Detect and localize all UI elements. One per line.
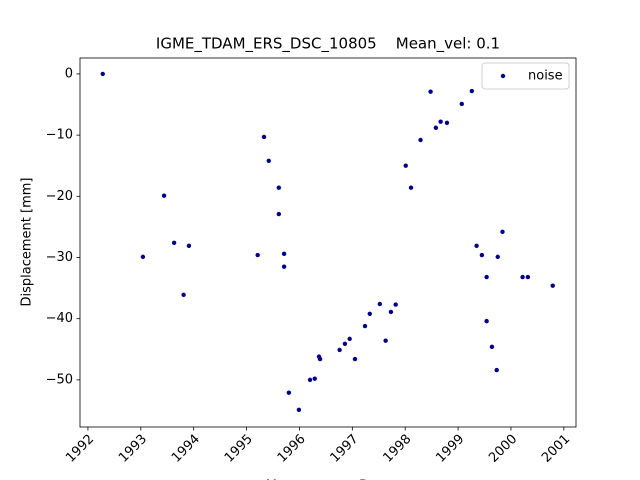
point bbox=[276, 185, 282, 190]
point bbox=[266, 158, 271, 164]
y-tick-label: −30 bbox=[46, 250, 73, 265]
point bbox=[171, 240, 177, 246]
point bbox=[525, 274, 531, 280]
point bbox=[433, 125, 439, 130]
point bbox=[377, 301, 383, 307]
point bbox=[362, 323, 368, 329]
point bbox=[438, 119, 443, 124]
point bbox=[550, 283, 555, 288]
point bbox=[479, 252, 485, 258]
y-tick-label: 0 bbox=[65, 66, 73, 81]
point bbox=[444, 120, 450, 126]
point bbox=[255, 252, 260, 258]
point bbox=[494, 367, 499, 373]
point bbox=[388, 309, 394, 315]
point bbox=[261, 134, 267, 140]
x-axis-label: Measurement Date bbox=[266, 479, 390, 480]
point bbox=[317, 356, 323, 362]
y-tick-label: −10 bbox=[46, 128, 73, 143]
point bbox=[342, 341, 348, 346]
point bbox=[186, 243, 192, 249]
chart-title: IGME_TDAM_ERS_DSC_10805 Mean_vel: 0.1 bbox=[156, 35, 500, 54]
point bbox=[100, 71, 105, 77]
plot-frame bbox=[79, 57, 577, 428]
point bbox=[352, 356, 358, 362]
point bbox=[484, 318, 489, 324]
point bbox=[500, 229, 505, 234]
point bbox=[276, 211, 282, 217]
point bbox=[495, 254, 500, 260]
point bbox=[307, 377, 313, 383]
point bbox=[347, 336, 352, 342]
point bbox=[337, 347, 342, 353]
point bbox=[286, 390, 292, 395]
point bbox=[469, 88, 475, 94]
point bbox=[489, 344, 495, 350]
point bbox=[312, 376, 317, 381]
point bbox=[428, 89, 433, 94]
y-axis-label: Displacement [mm] bbox=[20, 178, 35, 307]
point bbox=[181, 292, 186, 298]
y-tick-label: −50 bbox=[46, 372, 73, 387]
point bbox=[484, 274, 489, 280]
y-tick-label: −40 bbox=[46, 311, 73, 326]
point bbox=[408, 185, 414, 190]
point bbox=[140, 254, 146, 260]
point bbox=[383, 338, 388, 343]
point bbox=[403, 163, 408, 168]
y-tick-label: −20 bbox=[46, 189, 73, 204]
point bbox=[367, 311, 372, 316]
point bbox=[281, 264, 287, 269]
point bbox=[161, 193, 167, 198]
legend-marker bbox=[500, 73, 506, 79]
point bbox=[296, 407, 302, 413]
point bbox=[459, 101, 464, 107]
point bbox=[474, 243, 479, 249]
point bbox=[520, 274, 525, 280]
point bbox=[393, 302, 398, 307]
legend-box bbox=[481, 62, 570, 90]
point bbox=[418, 137, 423, 143]
point bbox=[281, 251, 287, 257]
legend-label: noise bbox=[528, 69, 563, 84]
